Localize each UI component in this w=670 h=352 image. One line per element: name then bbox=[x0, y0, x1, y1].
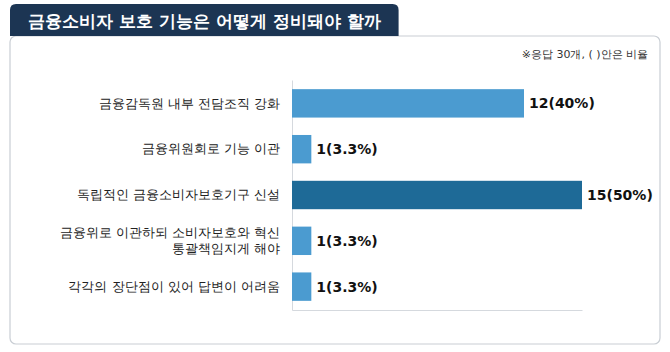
x-axis bbox=[293, 310, 583, 311]
tick-label: 금융감독원 내부 전담조직 강화 bbox=[99, 96, 280, 111]
bar bbox=[292, 227, 311, 255]
data-label: 1(3.3%) bbox=[316, 279, 377, 295]
bar bbox=[292, 89, 524, 117]
bar bbox=[292, 135, 311, 163]
axis-line bbox=[293, 310, 583, 311]
tick-label-line: 금융위로 이관하되 소비자보호와 혁신 bbox=[60, 225, 280, 240]
frame bbox=[10, 36, 660, 344]
tick-label: 독립적인 금융소비자보호기구 신설 bbox=[77, 187, 280, 202]
note: ※응답 30개, ( )안은 비율 bbox=[522, 48, 648, 61]
tick-label: 금융위로 이관하되 소비자보호와 혁신통괄책임지게 해야 bbox=[60, 225, 280, 256]
y-axis: 금융감독원 내부 전담조직 강화금융위원회로 기능 이관독립적인 금융소비자보호… bbox=[60, 81, 293, 311]
tick: 금융감독원 내부 전담조직 강화 bbox=[99, 96, 292, 111]
data-labels: 12(40%) 1(3.3%) 15(50%) 1(3.3%) 1(3.3%) bbox=[316, 95, 652, 294]
bar bbox=[292, 272, 311, 300]
title-group: 금융소비자 보호 기능은 어떻게 정비돼야 할까 bbox=[10, 4, 399, 36]
tick-label: 금융위원회로 기능 이관 bbox=[142, 141, 280, 156]
title-tab bbox=[10, 4, 399, 36]
tick: 각각의 장단점이 있어 답변이 어려움 bbox=[68, 279, 292, 294]
data-label: 15(50%) bbox=[587, 187, 653, 203]
data-label: 12(40%) bbox=[529, 95, 595, 111]
tick: 금융위원회로 기능 이관 bbox=[142, 141, 292, 156]
chart: 금융소비자 보호 기능은 어떻게 정비돼야 할까 ※응답 30개, ( )안은 비… bbox=[0, 0, 670, 352]
tick-label: 각각의 장단점이 있어 답변이 어려움 bbox=[68, 279, 280, 294]
title: 금융소비자 보호 기능은 어떻게 정비돼야 할까 bbox=[28, 11, 381, 31]
data-label: 1(3.3%) bbox=[316, 141, 377, 157]
bar bbox=[292, 181, 582, 209]
data-label: 1(3.3%) bbox=[316, 233, 377, 249]
bars bbox=[292, 89, 582, 301]
tick: 금융위로 이관하되 소비자보호와 혁신통괄책임지게 해야 bbox=[60, 225, 292, 256]
tick: 독립적인 금융소비자보호기구 신설 bbox=[77, 187, 292, 202]
tick-label-line: 통괄책임지게 해야 bbox=[172, 241, 280, 256]
